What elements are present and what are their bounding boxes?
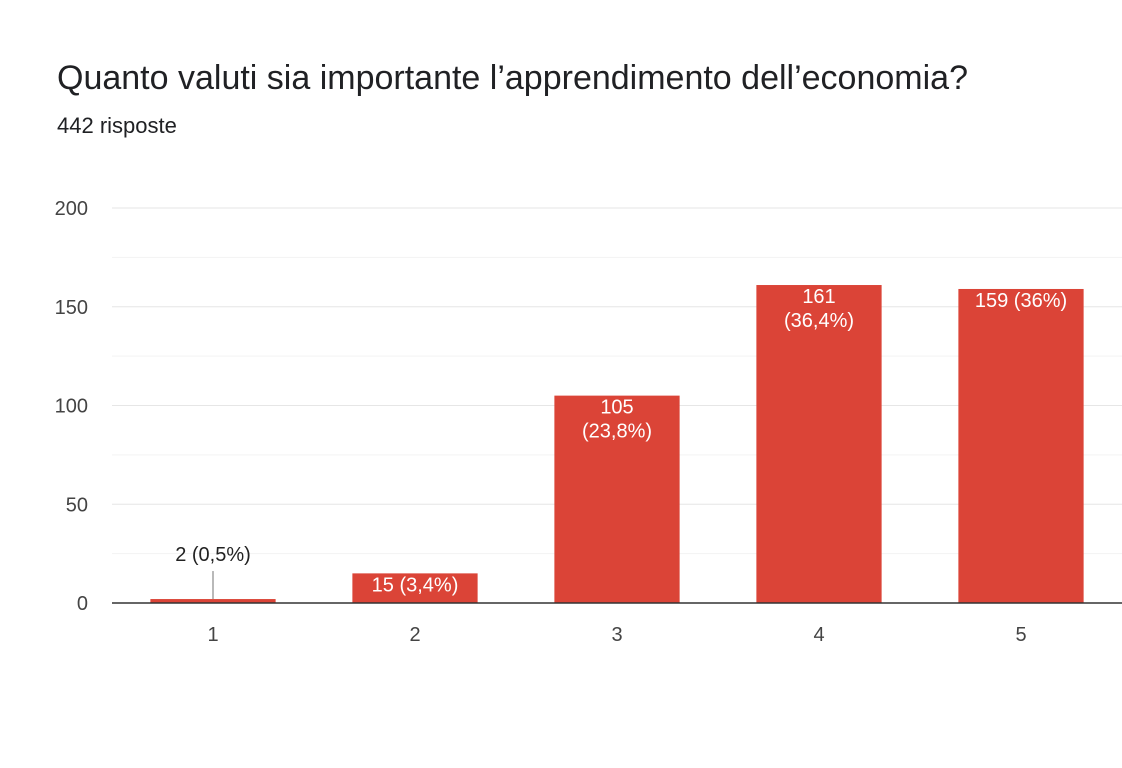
response-count: 442 risposte (57, 113, 177, 138)
bar-4 (756, 285, 882, 603)
data-labels: 2 (0,5%) 15 (3,4%) 105(23,8%) 161(36,4%) 159… (175, 286, 1067, 600)
data-label: 2 (0,5%) (175, 544, 251, 566)
x-tick-label: 3 (611, 624, 622, 646)
data-label: 159 (36%) (975, 290, 1067, 312)
y-tick-label: 50 (66, 494, 88, 516)
y-tick-label: 150 (55, 297, 88, 319)
bar-1 (150, 599, 276, 603)
data-label: 15 (3,4%) (372, 574, 459, 596)
x-tick-label: 5 (1015, 624, 1026, 646)
bar-2 (352, 573, 478, 603)
bars (150, 285, 1084, 603)
chart-title: Quanto valuti sia importante l’apprendim… (57, 59, 968, 97)
y-tick-label: 0 (77, 593, 88, 615)
x-axis-ticks: 1 2 3 4 5 (207, 624, 1026, 646)
bar-3 (554, 395, 680, 603)
y-axis-ticks: 0 50 100 150 200 (55, 198, 88, 615)
y-tick-label: 100 (55, 396, 88, 418)
bar-5 (958, 288, 1084, 603)
x-tick-label: 2 (409, 624, 420, 646)
data-label: (23,8%) (582, 421, 652, 443)
data-label: (36,4%) (784, 310, 854, 332)
data-label: 161 (802, 286, 835, 308)
data-label: 105 (600, 397, 633, 419)
x-tick-label: 1 (207, 624, 218, 646)
y-tick-label: 200 (55, 198, 88, 220)
x-tick-label: 4 (813, 624, 824, 646)
